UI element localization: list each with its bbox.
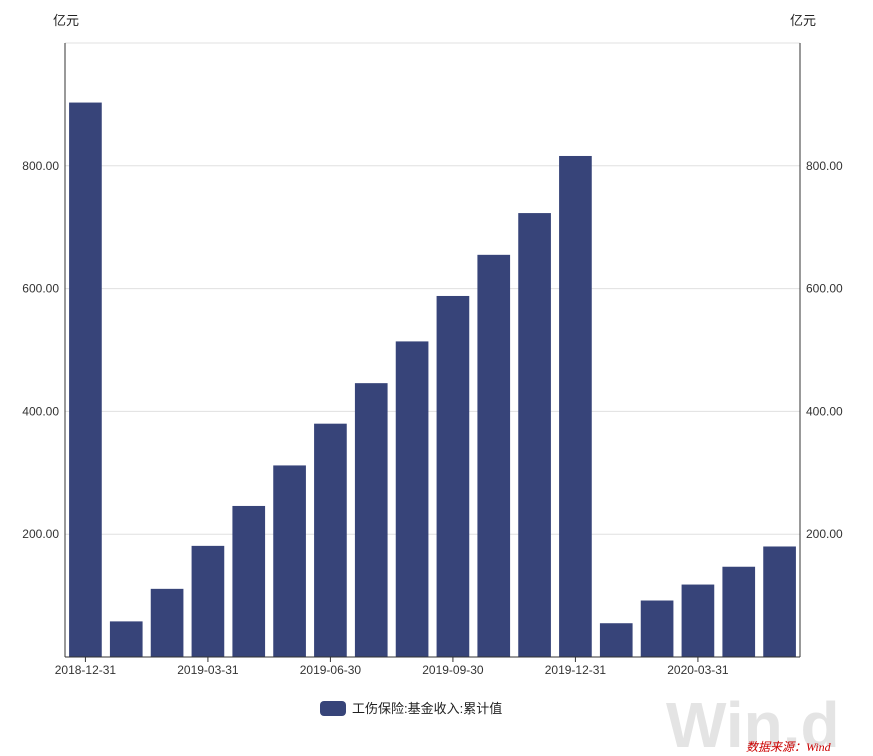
- y-axis-left-unit: 亿元: [53, 13, 79, 28]
- bar[interactable]: [477, 254, 511, 657]
- bar[interactable]: [763, 546, 796, 657]
- bar[interactable]: [722, 566, 756, 657]
- y-tick-label-left: 400.00: [22, 404, 59, 418]
- legend[interactable]: 工伤保险:基金收入:累计值: [320, 701, 502, 716]
- x-axis-ticks: 2018-12-31 2019-03-31 2019-06-30 2019-09-30…: [55, 657, 729, 677]
- x-tick-label: 2020-03-31: [667, 663, 729, 677]
- bar[interactable]: [150, 588, 184, 657]
- bar[interactable]: [191, 545, 225, 657]
- x-tick-label: 2019-09-30: [422, 663, 484, 677]
- bar[interactable]: [109, 621, 143, 657]
- legend-label: 工伤保险:基金收入:累计值: [352, 701, 502, 716]
- bar[interactable]: [232, 505, 266, 657]
- source-note: 数据来源：Wind: [746, 740, 832, 754]
- watermark: Win.d: [666, 689, 840, 756]
- bar[interactable]: [681, 584, 715, 657]
- y-tick-label-right: 600.00: [806, 282, 843, 296]
- bar[interactable]: [559, 155, 592, 657]
- bar[interactable]: [354, 383, 388, 657]
- x-tick-label: 2018-12-31: [55, 663, 117, 677]
- y-axis-left-ticks: 200.00 400.00 600.00 800.00: [22, 159, 59, 541]
- y-tick-label-left: 800.00: [22, 159, 59, 173]
- bar[interactable]: [273, 465, 306, 657]
- axes: [64, 43, 801, 658]
- bar[interactable]: [395, 341, 429, 657]
- y-tick-label-left: 600.00: [22, 282, 59, 296]
- y-axis-right-unit: 亿元: [790, 13, 816, 28]
- y-tick-label-right: 400.00: [806, 404, 843, 418]
- bar[interactable]: [314, 423, 347, 657]
- bar-series: [69, 102, 796, 658]
- bar[interactable]: [436, 295, 470, 657]
- bar[interactable]: [640, 600, 674, 657]
- x-tick-label: 2019-12-31: [545, 663, 607, 677]
- y-tick-label-right: 800.00: [806, 159, 843, 173]
- x-tick-label: 2019-06-30: [300, 663, 362, 677]
- bar[interactable]: [69, 102, 102, 658]
- grid-lines: [65, 42, 800, 535]
- bar[interactable]: [518, 213, 551, 657]
- y-tick-label-right: 200.00: [806, 527, 843, 541]
- x-tick-label: 2019-03-31: [177, 663, 239, 677]
- y-tick-label-left: 200.00: [22, 527, 59, 541]
- bar[interactable]: [599, 623, 633, 657]
- legend-swatch: [320, 701, 346, 716]
- y-axis-right-ticks: 200.00 400.00 600.00 800.00: [806, 159, 843, 541]
